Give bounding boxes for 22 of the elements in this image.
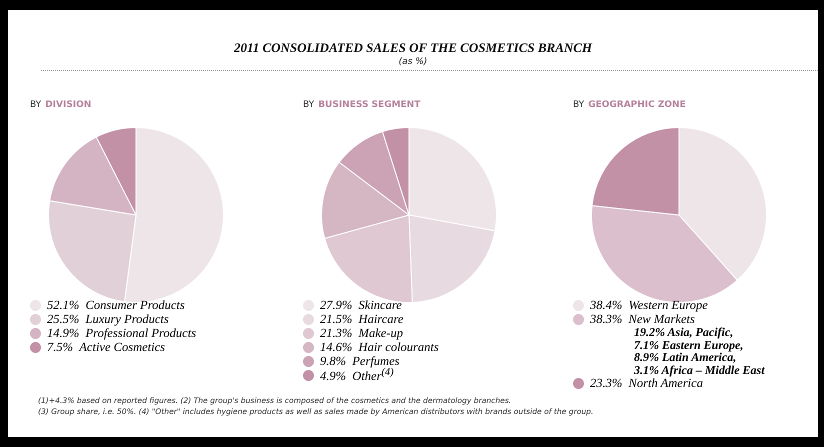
chart-title: BY GEOGRAPHIC ZONE [573,100,686,110]
legend-label: 14.6% Hair colourants [320,340,439,354]
text: 2011 CONSOLIDATED SALES OF THE COSMETICS BRANCH [232,40,594,56]
legend-label: 21.3% Make-up [320,326,403,340]
legend-label: 38.3% New Markets [590,312,695,326]
chart-title: BY BUSINESS SEGMENT [303,100,420,110]
legend-label: 52.1% Consumer Products [47,298,185,312]
legend-label: 27.9% Skincare [320,298,402,312]
legend-label: 38.4% Western Europe [590,298,708,312]
legend-label: 23.3% North America [590,376,703,390]
text: 7.1% Eastern Europe, [633,338,744,352]
legend-label: 7.5% Active Cosmetics [47,340,166,354]
text: 3.1% Africa – Middle East [633,362,765,376]
text: (as %) [398,57,428,67]
text: 19.2% Asia, Pacific, [633,325,734,339]
legend-label: 21.5% Haircare [320,312,404,326]
chart-title: BY DIVISION [30,100,92,110]
legend-label: 14.9% Professional Products [47,326,196,340]
legend-label: 9.8% Perfumes [320,354,400,368]
legend-label: 25.5% Luxury Products [47,312,169,326]
legend-label: 4.9% Other$^{(4)}$ [320,367,394,384]
text: 8.9% Latin America, [633,350,736,364]
